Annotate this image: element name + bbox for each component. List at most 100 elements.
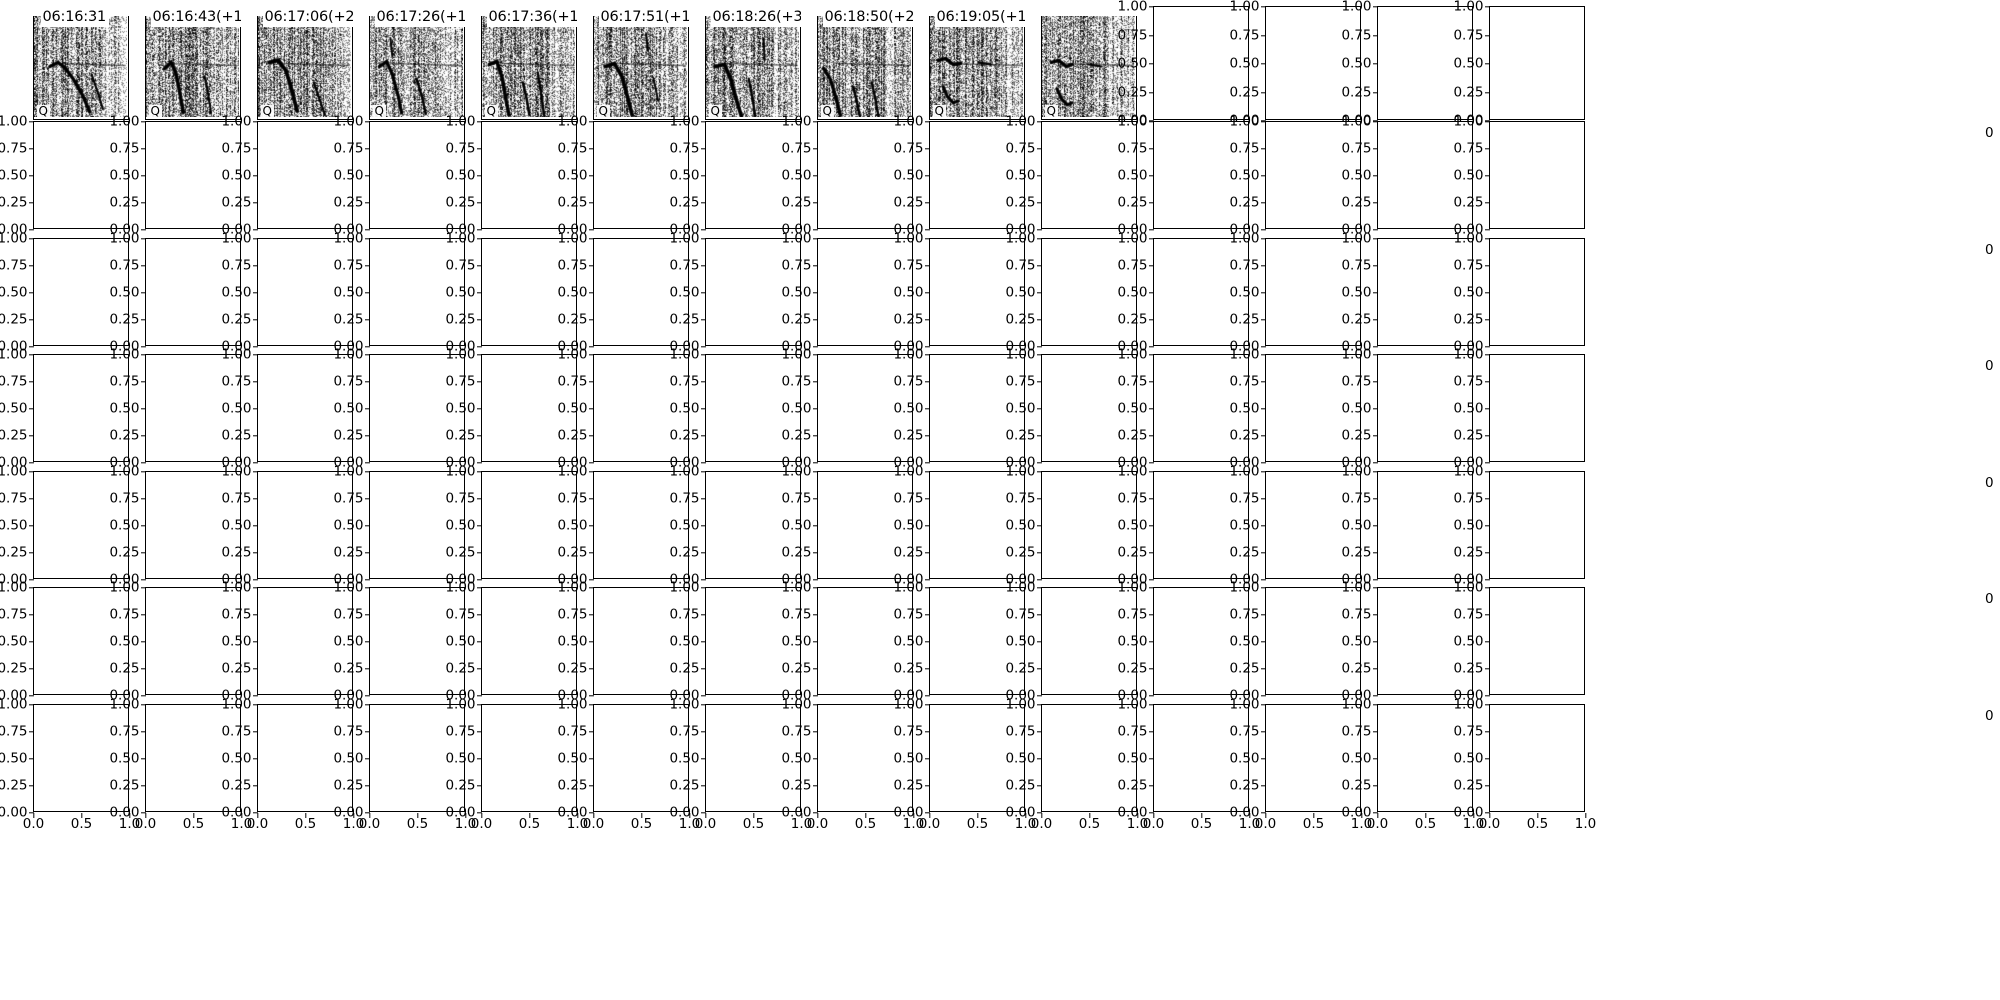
empty-axes-r4-c12[interactable]: 1.00 0.75 0.50 0.25 0.00 xyxy=(1341,464,1473,585)
empty-axes-r2-c7[interactable]: 1.00 0.75 0.50 0.25 0.00 xyxy=(781,231,913,352)
empty-axes-r6-c1[interactable]: 1.00 0.75 0.50 0.25 0.00 0.0 0.5 1.0 xyxy=(109,697,252,830)
seismic-thumbnail-panel[interactable]: 06:17:51(+15) Q xyxy=(592,8,689,120)
seismic-image-axes[interactable]: Q xyxy=(704,16,801,120)
seismic-image-axes[interactable]: Q xyxy=(592,16,689,120)
empty-axes-r3-c11[interactable]: 1.00 0.75 0.50 0.25 0.00 xyxy=(1229,348,1361,469)
empty-axes-r5-c13[interactable]: 1.00 0.75 0.50 0.25 0.00 xyxy=(1453,581,1585,702)
empty-axes-r4-c10[interactable]: 1.00 0.75 0.50 0.25 0.00 xyxy=(1117,464,1249,585)
empty-axes-r6-c0[interactable]: 1.00 0.75 0.50 0.25 0.00 0.0 0.5 1.0 xyxy=(0,697,140,830)
empty-axes-r2-c8[interactable]: 1.00 0.75 0.50 0.25 0.00 xyxy=(893,231,1025,352)
empty-axes-r4-c4[interactable]: 1.00 0.75 0.50 0.25 0.00 xyxy=(445,464,577,585)
seismic-thumbnail-panel[interactable]: Q xyxy=(1040,8,1137,120)
empty-axes-r3-c10[interactable]: 1.00 0.75 0.50 0.25 0.00 xyxy=(1117,348,1249,469)
empty-axes-r0-c11[interactable]: 1.000.750.500.250.00 xyxy=(1229,0,1361,127)
empty-axes-r1-c11[interactable]: 1.00 0.75 0.50 0.25 0.00 xyxy=(1229,115,1361,236)
empty-axes-r1-c7[interactable]: 1.00 0.75 0.50 0.25 0.00 xyxy=(781,115,913,236)
empty-axes-r2-c0[interactable]: 1.00 0.75 0.50 0.25 0.00 xyxy=(0,231,129,352)
empty-axes-r2-c5[interactable]: 1.00 0.75 0.50 0.25 0.00 xyxy=(557,231,689,352)
empty-axes-r5-c7[interactable]: 1.00 0.75 0.50 0.25 0.00 xyxy=(781,581,913,702)
empty-axes-r2-c11[interactable]: 1.00 0.75 0.50 0.25 0.00 xyxy=(1229,231,1361,352)
empty-axes-r3-c3[interactable]: 1.00 0.75 0.50 0.25 0.00 xyxy=(333,348,465,469)
empty-axes-r3-c2[interactable]: 1.00 0.75 0.50 0.25 0.00 xyxy=(221,348,353,469)
empty-axes-r3-c13[interactable]: 1.00 0.75 0.50 0.25 0.00 xyxy=(1453,348,1585,469)
empty-axes-r1-c6[interactable]: 1.00 0.75 0.50 0.25 0.00 xyxy=(669,115,801,236)
seismic-thumbnail-panel[interactable]: 06:16:31 Q xyxy=(32,8,129,120)
empty-axes-r2-c6[interactable]: 1.00 0.75 0.50 0.25 0.00 xyxy=(669,231,801,352)
empty-axes-r6-c4[interactable]: 1.00 0.75 0.50 0.25 0.00 0.0 0.5 1.0 xyxy=(445,697,588,830)
empty-axes-r1-c1[interactable]: 1.00 0.75 0.50 0.25 0.00 xyxy=(109,115,241,236)
seismic-image-axes[interactable]: Q xyxy=(368,16,465,120)
empty-axes-r6-c7[interactable]: 1.00 0.75 0.50 0.25 0.00 0.0 0.5 1.0 xyxy=(781,697,924,830)
empty-axes-r3-c5[interactable]: 1.00 0.75 0.50 0.25 0.00 xyxy=(557,348,689,469)
empty-axes-r6-c11[interactable]: 1.00 0.75 0.50 0.25 0.00 0.0 0.5 1.0 xyxy=(1229,697,1372,830)
empty-axes-r5-c5[interactable]: 1.00 0.75 0.50 0.25 0.00 xyxy=(557,581,689,702)
empty-axes-r6-c2[interactable]: 1.00 0.75 0.50 0.25 0.00 0.0 0.5 1.0 xyxy=(221,697,364,830)
empty-axes-r1-c3[interactable]: 1.00 0.75 0.50 0.25 0.00 xyxy=(333,115,465,236)
empty-axes-r1-c10[interactable]: 1.00 0.75 0.50 0.25 0.00 xyxy=(1117,115,1249,236)
empty-axes-r4-c13[interactable]: 1.00 0.75 0.50 0.25 0.00 xyxy=(1453,464,1585,585)
empty-axes-r5-c0[interactable]: 1.00 0.75 0.50 0.25 0.00 xyxy=(0,581,129,702)
empty-axes-r1-c5[interactable]: 1.00 0.75 0.50 0.25 0.00 xyxy=(557,115,689,236)
empty-axes-r5-c6[interactable]: 1.00 0.75 0.50 0.25 0.00 xyxy=(669,581,801,702)
empty-axes-r4-c0[interactable]: 1.00 0.75 0.50 0.25 0.00 xyxy=(0,464,129,585)
seismic-thumbnail-panel[interactable]: 06:17:06(+24) Q xyxy=(256,8,353,120)
seismic-image-axes[interactable]: Q xyxy=(816,16,913,120)
empty-axes-r1-c0[interactable]: 1.00 0.75 0.50 0.25 0.00 xyxy=(0,115,129,236)
empty-axes-r5-c9[interactable]: 1.00 0.75 0.50 0.25 0.00 xyxy=(1005,581,1137,702)
empty-axes-r6-c6[interactable]: 1.00 0.75 0.50 0.25 0.00 0.0 0.5 1.0 xyxy=(669,697,812,830)
empty-axes-r5-c3[interactable]: 1.00 0.75 0.50 0.25 0.00 xyxy=(333,581,465,702)
empty-axes-r5-c12[interactable]: 1.00 0.75 0.50 0.25 0.00 xyxy=(1341,581,1473,702)
empty-axes-r6-c10[interactable]: 1.00 0.75 0.50 0.25 0.00 0.0 0.5 1.0 xyxy=(1117,697,1260,830)
empty-axes-r5-c1[interactable]: 1.00 0.75 0.50 0.25 0.00 xyxy=(109,581,241,702)
seismic-image-axes[interactable]: Q xyxy=(1040,16,1137,120)
empty-axes-r2-c3[interactable]: 1.00 0.75 0.50 0.25 0.00 xyxy=(333,231,465,352)
empty-axes-r3-c4[interactable]: 1.00 0.75 0.50 0.25 0.00 xyxy=(445,348,577,469)
seismic-thumbnail-panel[interactable]: 06:17:26(+19) Q xyxy=(368,8,465,120)
empty-axes-r3-c6[interactable]: 1.00 0.75 0.50 0.25 0.00 xyxy=(669,348,801,469)
empty-axes-r2-c10[interactable]: 1.00 0.75 0.50 0.25 0.00 xyxy=(1117,231,1249,352)
seismic-image-axes[interactable]: Q xyxy=(144,16,241,120)
empty-axes-r0-c10[interactable]: 1.000.750.500.250.00 xyxy=(1117,0,1249,127)
empty-axes-r0-c13[interactable]: 1.000.750.500.250.00 xyxy=(1453,0,1585,127)
empty-axes-r5-c2[interactable]: 1.00 0.75 0.50 0.25 0.00 xyxy=(221,581,353,702)
empty-axes-r4-c11[interactable]: 1.00 0.75 0.50 0.25 0.00 xyxy=(1229,464,1361,585)
seismic-thumbnail-panel[interactable]: 06:18:50(+24) Q xyxy=(816,8,913,120)
empty-axes-r6-c12[interactable]: 1.00 0.75 0.50 0.25 0.00 0.0 0.5 1.0 xyxy=(1341,697,1484,830)
empty-axes-r4-c7[interactable]: 1.00 0.75 0.50 0.25 0.00 xyxy=(781,464,913,585)
seismic-thumbnail-panel[interactable]: 06:19:05(+15) Q xyxy=(928,8,1025,120)
empty-axes-r0-c12[interactable]: 1.000.750.500.250.00 xyxy=(1341,0,1473,127)
seismic-image-axes[interactable]: Q xyxy=(928,16,1025,120)
seismic-thumbnail-panel[interactable]: 06:16:43(+11) Q xyxy=(144,8,241,120)
empty-axes-r1-c12[interactable]: 1.00 0.75 0.50 0.25 0.00 xyxy=(1341,115,1473,236)
seismic-image-axes[interactable]: Q xyxy=(256,16,353,120)
empty-axes-r3-c8[interactable]: 1.00 0.75 0.50 0.25 0.00 xyxy=(893,348,1025,469)
empty-axes-r5-c11[interactable]: 1.00 0.75 0.50 0.25 0.00 xyxy=(1229,581,1361,702)
empty-axes-r1-c4[interactable]: 1.00 0.75 0.50 0.25 0.00 xyxy=(445,115,577,236)
empty-axes-r6-c9[interactable]: 1.00 0.75 0.50 0.25 0.00 0.0 0.5 1.0 xyxy=(1005,697,1148,830)
empty-axes-r2-c1[interactable]: 1.00 0.75 0.50 0.25 0.00 xyxy=(109,231,241,352)
seismic-thumbnail-panel[interactable]: 06:17:36(+10) Q xyxy=(480,8,577,120)
empty-axes-r1-c13[interactable]: 1.00 0.75 0.50 0.25 0.00 xyxy=(1453,115,1585,236)
empty-axes-r3-c12[interactable]: 1.00 0.75 0.50 0.25 0.00 xyxy=(1341,348,1473,469)
empty-axes-r2-c13[interactable]: 1.00 0.75 0.50 0.25 0.00 xyxy=(1453,231,1585,352)
seismic-thumbnail-panel[interactable]: 06:18:26(+35) Q xyxy=(704,8,801,120)
empty-axes-r5-c8[interactable]: 1.00 0.75 0.50 0.25 0.00 xyxy=(893,581,1025,702)
empty-axes-r2-c4[interactable]: 1.00 0.75 0.50 0.25 0.00 xyxy=(445,231,577,352)
empty-axes-r1-c2[interactable]: 1.00 0.75 0.50 0.25 0.00 xyxy=(221,115,353,236)
empty-axes-r4-c2[interactable]: 1.00 0.75 0.50 0.25 0.00 xyxy=(221,464,353,585)
empty-axes-r4-c6[interactable]: 1.00 0.75 0.50 0.25 0.00 xyxy=(669,464,801,585)
empty-axes-r3-c9[interactable]: 1.00 0.75 0.50 0.25 0.00 xyxy=(1005,348,1137,469)
empty-axes-r2-c2[interactable]: 1.00 0.75 0.50 0.25 0.00 xyxy=(221,231,353,352)
empty-axes-r2-c12[interactable]: 1.00 0.75 0.50 0.25 0.00 xyxy=(1341,231,1473,352)
empty-axes-r4-c5[interactable]: 1.00 0.75 0.50 0.25 0.00 xyxy=(557,464,689,585)
empty-axes-r4-c9[interactable]: 1.00 0.75 0.50 0.25 0.00 xyxy=(1005,464,1137,585)
empty-axes-r1-c8[interactable]: 1.00 0.75 0.50 0.25 0.00 xyxy=(893,115,1025,236)
empty-axes-r6-c5[interactable]: 1.00 0.75 0.50 0.25 0.00 0.0 0.5 1.0 xyxy=(557,697,700,830)
empty-axes-r6-c8[interactable]: 1.00 0.75 0.50 0.25 0.00 0.0 0.5 1.0 xyxy=(893,697,1036,830)
empty-axes-r4-c1[interactable]: 1.00 0.75 0.50 0.25 0.00 xyxy=(109,464,241,585)
empty-axes-r1-c9[interactable]: 1.00 0.75 0.50 0.25 0.00 xyxy=(1005,115,1137,236)
empty-axes-r6-c3[interactable]: 1.00 0.75 0.50 0.25 0.00 0.0 0.5 1.0 xyxy=(333,697,476,830)
empty-axes-r5-c4[interactable]: 1.00 0.75 0.50 0.25 0.00 xyxy=(445,581,577,702)
empty-axes-r3-c7[interactable]: 1.00 0.75 0.50 0.25 0.00 xyxy=(781,348,913,469)
seismic-image-axes[interactable]: Q xyxy=(480,16,577,120)
